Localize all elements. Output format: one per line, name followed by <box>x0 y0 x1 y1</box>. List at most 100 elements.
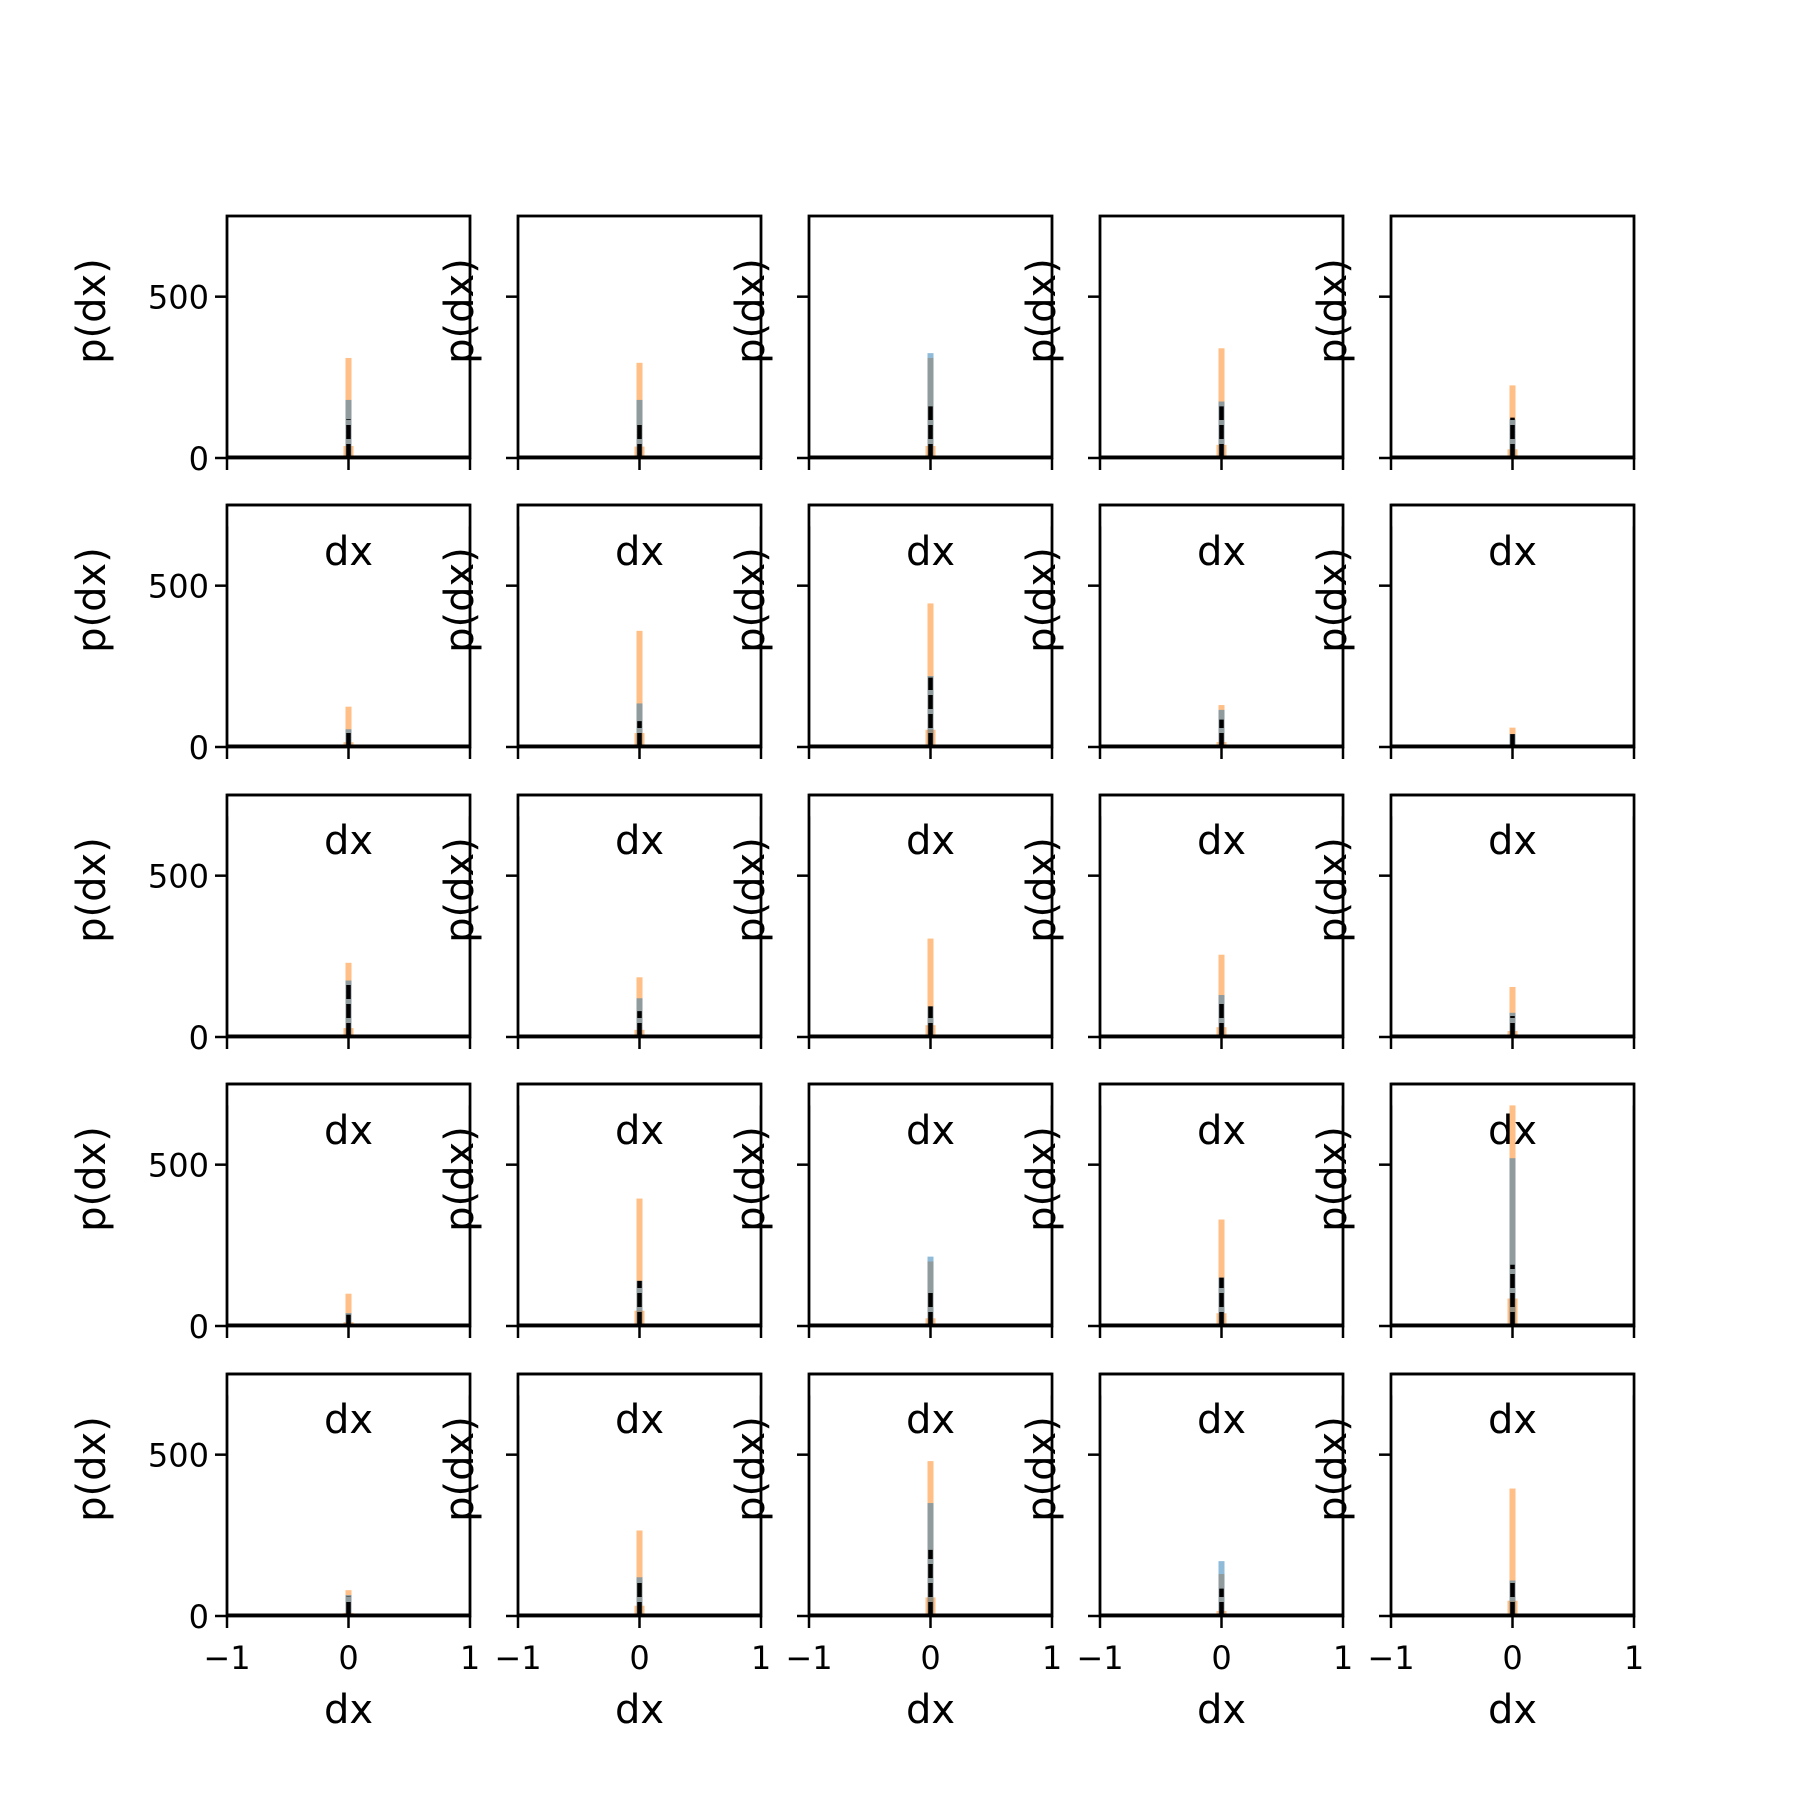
y-tick-label: 500 <box>148 1147 209 1185</box>
x-axis-label: dx <box>615 529 664 575</box>
subplot-r0-c1: dx p(dx) <box>437 214 763 575</box>
x-tick-label: −1 <box>785 1639 832 1677</box>
x-axis-label: dx <box>906 818 955 864</box>
x-tick-label: 1 <box>460 1639 480 1677</box>
orange-hist-bar <box>1218 1219 1225 1326</box>
subplot-r2-c0: 0 500 dx p(dx) <box>69 793 472 1154</box>
blue-hist-bar <box>1218 1561 1225 1616</box>
blue-hist-bar <box>927 353 934 458</box>
y-tick-label: 0 <box>189 1598 209 1636</box>
x-axis-label: dx <box>1197 529 1246 575</box>
panel-top-cover <box>228 1375 469 1396</box>
subplot-r1-c4: dx p(dx) <box>1310 503 1636 864</box>
panel-top-cover <box>228 506 469 527</box>
y-axis-label: p(dx) <box>69 837 115 943</box>
subplot-r4-c1: −1 0 1 dx p(dx) <box>437 1372 771 1733</box>
blue-hist-bar <box>927 1006 934 1037</box>
x-axis-label: dx <box>324 529 373 575</box>
x-axis-label: dx <box>324 1108 373 1154</box>
y-tick-label: 500 <box>148 568 209 606</box>
row-overlap-covers <box>227 503 1634 1396</box>
panel-top-cover <box>1392 1085 1633 1106</box>
subplot-r3-c1: dx p(dx) <box>437 1082 763 1443</box>
y-axis-label: p(dx) <box>1310 258 1356 364</box>
x-axis-label: dx <box>615 818 664 864</box>
subplot-r0-c0: 0 500 dx p(dx) <box>69 214 472 575</box>
orange-hist-bar <box>1509 1488 1516 1616</box>
y-axis-label: p(dx) <box>1019 547 1065 653</box>
y-tick-label: 500 <box>148 279 209 317</box>
x-axis-label: dx <box>906 529 955 575</box>
orange-hist-bar <box>927 603 934 747</box>
y-tick-label: 0 <box>189 1308 209 1346</box>
panel-top-cover <box>228 796 469 817</box>
blue-hist-bar <box>1509 1158 1516 1326</box>
subplot-r1-c0: 0 500 dx p(dx) <box>69 503 472 864</box>
subplot-r0-c2: dx p(dx) <box>728 214 1054 575</box>
subplot-r4-c2: −1 0 1 dx p(dx) <box>728 1372 1062 1733</box>
panel-top-cover <box>228 1085 469 1106</box>
panel-top-cover <box>519 796 760 817</box>
subplot-r4-c3: −1 0 1 dx p(dx) <box>1019 1372 1353 1733</box>
x-axis-label: dx <box>906 1108 955 1154</box>
y-axis-label: p(dx) <box>437 1126 483 1232</box>
orange-hist-bar <box>927 938 934 1037</box>
blue-hist-bar <box>927 1256 934 1326</box>
y-axis-label: p(dx) <box>728 1126 774 1232</box>
x-tick-label: −1 <box>203 1639 250 1677</box>
y-axis-label: p(dx) <box>1310 1126 1356 1232</box>
x-axis-label: dx <box>324 1397 373 1443</box>
panel-top-cover <box>519 1375 760 1396</box>
y-axis-label: p(dx) <box>437 837 483 943</box>
panel-top-cover <box>519 506 760 527</box>
x-axis-label: dx <box>1197 818 1246 864</box>
x-axis-label: dx <box>615 1108 664 1154</box>
subplot-r1-c3: dx p(dx) <box>1019 503 1345 864</box>
x-tick-label: 0 <box>920 1639 940 1677</box>
x-axis-label: dx <box>1488 529 1537 575</box>
y-axis-label: p(dx) <box>1019 837 1065 943</box>
x-tick-label: 0 <box>338 1639 358 1677</box>
orange-hist-bar <box>345 706 352 747</box>
y-axis-label: p(dx) <box>437 1416 483 1522</box>
subplot-r2-c2: dx p(dx) <box>728 793 1054 1154</box>
x-axis-label: dx <box>1197 1687 1246 1733</box>
panel-top-cover <box>810 1085 1051 1106</box>
subplot-r0-c3: dx p(dx) <box>1019 214 1345 575</box>
orange-hist-bar <box>636 1198 643 1326</box>
blue-hist-bar <box>927 1503 934 1616</box>
y-axis-label: p(dx) <box>1019 1126 1065 1232</box>
x-axis-label: dx <box>615 1687 664 1733</box>
y-axis-label: p(dx) <box>1019 1416 1065 1522</box>
x-tick-label: 1 <box>1624 1639 1644 1677</box>
panel-top-cover <box>1101 1085 1342 1106</box>
panel-top-cover <box>1101 796 1342 817</box>
blue-hist-bar <box>1509 1580 1516 1616</box>
subplot-r3-c2: dx p(dx) <box>728 1082 1054 1443</box>
x-tick-label: 0 <box>629 1639 649 1677</box>
y-axis-label: p(dx) <box>728 837 774 943</box>
x-axis-label: dx <box>615 1397 664 1443</box>
x-tick-label: 0 <box>1211 1639 1231 1677</box>
panel-top-cover <box>1101 1375 1342 1396</box>
y-tick-label: 500 <box>148 858 209 896</box>
subplot-r3-c3: dx p(dx) <box>1019 1082 1345 1443</box>
orange-hist-bar <box>636 630 643 747</box>
panel-top-cover <box>1392 506 1633 527</box>
blue-hist-bar <box>1218 709 1225 747</box>
y-axis-label: p(dx) <box>437 547 483 653</box>
y-tick-label: 500 <box>148 1437 209 1475</box>
subplot-r0-c4: dx p(dx) <box>1310 214 1636 575</box>
y-tick-label: 0 <box>189 1019 209 1057</box>
y-axis-label: p(dx) <box>69 547 115 653</box>
x-tick-label: 1 <box>751 1639 771 1677</box>
y-axis-label: p(dx) <box>69 1126 115 1232</box>
subplot-r3-c4: dx p(dx) <box>1310 1082 1636 1443</box>
y-axis-label: p(dx) <box>1310 547 1356 653</box>
y-axis-label: p(dx) <box>69 258 115 364</box>
x-tick-label: −1 <box>1076 1639 1123 1677</box>
orange-hist-bar <box>636 1530 643 1616</box>
x-axis-label: dx <box>324 1687 373 1733</box>
x-tick-label: −1 <box>494 1639 541 1677</box>
